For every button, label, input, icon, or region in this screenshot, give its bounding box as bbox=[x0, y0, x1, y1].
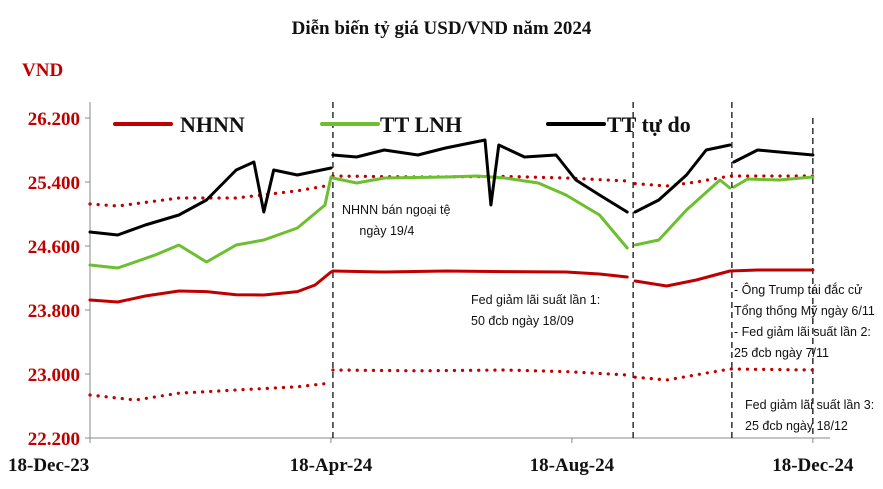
y-tick-label: 24.600 bbox=[28, 237, 80, 258]
x-tick-label: 18-Aug-24 bbox=[530, 455, 615, 476]
y-axis-label: VND bbox=[22, 60, 64, 81]
series-tt-tự-do-line bbox=[732, 148, 815, 164]
legend-label: TT tự do bbox=[607, 112, 691, 137]
annotation-fed-cut-3: Fed giảm lãi suất lần 3: 25 đcb ngày 18/… bbox=[745, 398, 875, 433]
y-tick-label: 23.000 bbox=[28, 365, 80, 386]
annotation-nhnn-sale: NHNN bán ngoại tệ ngày 19/4 bbox=[342, 203, 451, 238]
series-tt-lnh-line bbox=[88, 175, 333, 270]
y-tick-label: 23.800 bbox=[28, 301, 80, 322]
floor-rate-line bbox=[88, 381, 333, 402]
y-tick-label: 26.200 bbox=[28, 109, 80, 130]
series-tt-tự-do-line bbox=[331, 138, 629, 214]
series-nhnn-line bbox=[633, 268, 815, 288]
floor-rate-line bbox=[331, 368, 629, 377]
legend-label: TT LNH bbox=[380, 112, 462, 137]
series-nhnn-line bbox=[331, 269, 629, 279]
series-tt-lnh-line bbox=[331, 174, 629, 250]
legend-label: NHNN bbox=[180, 112, 245, 137]
series-tt-tự-do-line bbox=[633, 143, 732, 214]
y-tick-label: 25.400 bbox=[28, 173, 80, 194]
series-nhnn-line bbox=[88, 270, 333, 304]
y-tick-label: 22.200 bbox=[28, 429, 80, 450]
x-tick-label: 18-Apr-24 bbox=[290, 455, 373, 476]
series-tt-tự-do-line bbox=[88, 160, 333, 237]
series-tt-lnh-line bbox=[633, 178, 732, 247]
x-tick-label: 18-Dec-23 bbox=[8, 455, 89, 476]
chart-title: Diễn biến tỷ giá USD/VND năm 2024 bbox=[291, 18, 592, 39]
series-tt-lnh-line bbox=[732, 175, 815, 189]
ceiling-rate-line bbox=[88, 183, 333, 208]
floor-rate-line bbox=[633, 367, 815, 382]
annotation-fed-cut-1: Fed giảm lãi suất lần 1: 50 đcb ngày 18/… bbox=[471, 293, 601, 328]
annotation-trump-fed-cut-2: - Ông Trump tái đắc cử Tổng thống Mỹ ngà… bbox=[734, 283, 875, 360]
x-tick-label: 18-Dec-24 bbox=[772, 455, 854, 476]
